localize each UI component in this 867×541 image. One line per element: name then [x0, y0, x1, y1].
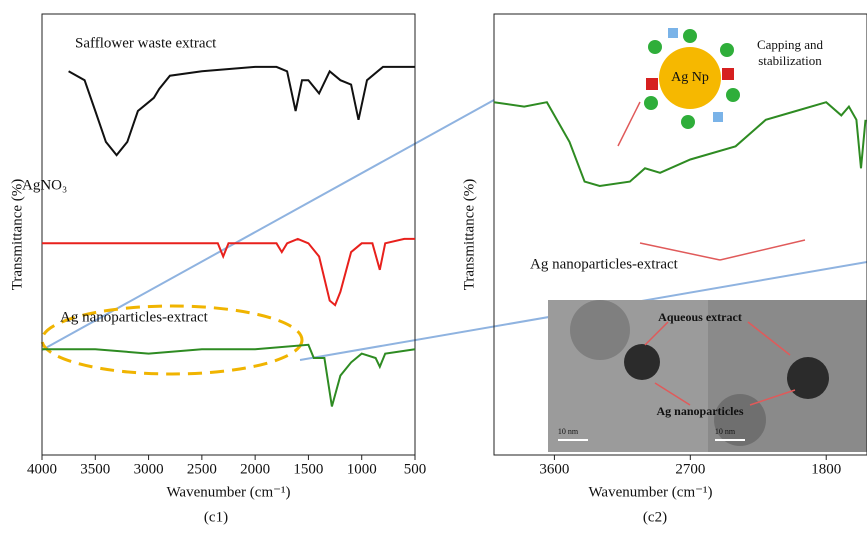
annotation: Capping and stabilization: [757, 37, 824, 68]
annotation: Ag Np: [671, 70, 709, 85]
nanoparticle: [624, 344, 660, 380]
y-axis-label: Transmittance (%): [461, 179, 477, 291]
spectrum-line: [42, 343, 416, 407]
series-label: Ag nanoparticles-extract: [60, 309, 209, 325]
x-tick-label: 1800: [811, 461, 841, 477]
x-tick-label: 2500: [187, 461, 217, 477]
texture: [570, 300, 630, 360]
panel-caption: (c1): [204, 509, 228, 525]
plot-frame: [493, 13, 867, 456]
x-tick-label: 1500: [293, 461, 323, 477]
series-label: Ag nanoparticles-extract: [530, 256, 679, 272]
nanoparticle: [787, 357, 829, 399]
spectrum-line: [68, 65, 415, 157]
x-tick-label: 1000: [347, 461, 377, 477]
x-axis-label: Wavenumber (cm⁻¹): [166, 484, 290, 500]
spectrum-line: [493, 101, 867, 188]
y-axis-label: Transmittance (%): [9, 179, 25, 291]
annotation: 10 nm: [715, 427, 736, 436]
x-tick-label: 3000: [134, 461, 164, 477]
annotation: Aqueous extract: [658, 310, 742, 324]
annotation: Ag nanoparticles: [657, 404, 744, 418]
series-label: AgNO₃: [22, 177, 67, 193]
annotation: 10 nm: [558, 427, 579, 436]
texture: [714, 394, 766, 446]
np-schematic: [659, 47, 721, 109]
spectrum-line: [42, 237, 415, 307]
x-tick-label: 2000: [240, 461, 270, 477]
highlight-ellipse: [40, 304, 304, 376]
x-tick-label: 3600: [539, 461, 569, 477]
panel-caption: (c2): [643, 509, 667, 525]
x-tick-label: 2700: [675, 461, 705, 477]
plot-frame: [41, 13, 416, 456]
x-axis-label: Wavenumber (cm⁻¹): [588, 484, 712, 500]
series-label: Safflower waste extract: [75, 35, 217, 51]
x-tick-label: 3500: [80, 461, 110, 477]
capping-agents: [644, 28, 740, 129]
arrows: [617, 101, 806, 406]
x-tick-label: 4000: [27, 461, 57, 477]
x-tick-label: 500: [404, 461, 427, 477]
